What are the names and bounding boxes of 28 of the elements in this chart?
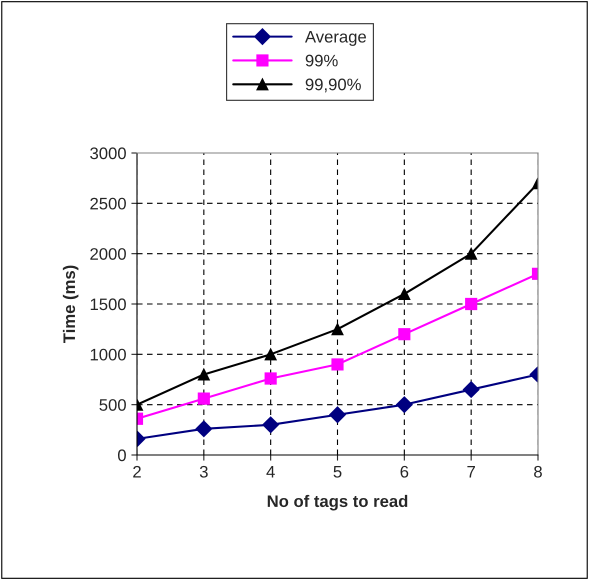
y-tick-label: 2000 xyxy=(90,248,126,260)
point xyxy=(262,416,280,434)
legend-label: 99% xyxy=(306,54,338,66)
y-tick-label: 500 xyxy=(99,399,126,411)
x-tick-label: 7 xyxy=(467,466,475,478)
y-tick-label: 1000 xyxy=(90,348,126,361)
x-tick-label: 6 xyxy=(400,466,408,478)
point xyxy=(398,328,410,340)
legend-label: 99,90% xyxy=(306,78,361,92)
x-tick-label: 3 xyxy=(200,466,208,478)
point xyxy=(264,348,277,360)
point xyxy=(264,372,277,385)
x-axis-title: No of tags to read xyxy=(268,494,408,510)
point xyxy=(331,323,344,336)
point xyxy=(396,396,413,414)
x-tick-label: 4 xyxy=(266,466,275,478)
y-tick-label: 3000 xyxy=(90,147,126,160)
point xyxy=(398,288,410,300)
y-tick-label: 0 xyxy=(118,449,126,462)
x-tick-label: 2 xyxy=(133,466,141,478)
y-axis-title: Time (ms) xyxy=(62,266,78,344)
y-tick-label: 1500 xyxy=(90,298,126,310)
x-tick-label: 8 xyxy=(534,466,542,478)
point xyxy=(331,358,344,370)
legend-label: Average xyxy=(304,30,366,46)
x-tick-label: 5 xyxy=(334,466,342,478)
point xyxy=(329,406,346,424)
y-tick-label: 2500 xyxy=(90,198,126,210)
